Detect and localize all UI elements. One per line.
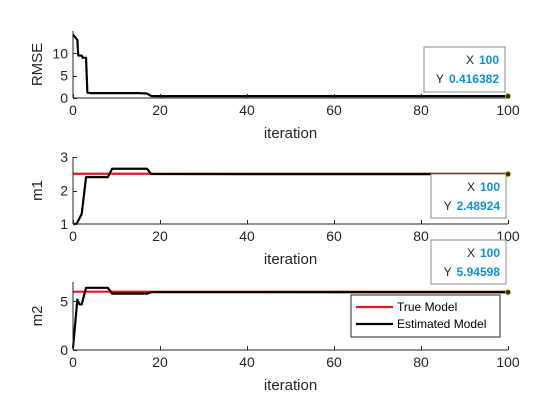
chart-2-x-tick-label: 60	[326, 228, 342, 244]
chart-2-x-tick-label: 20	[152, 228, 168, 244]
chart-2: 0 20 40 60 80 100 1 2 3 iteration m1 100 2.48924 X Y	[29, 149, 520, 268]
chart-1-datatip-y-value: 0.416382	[449, 72, 499, 86]
chart-1-y-tick-label: 10	[52, 45, 68, 61]
chart-3-x-tick-label: 100	[496, 354, 520, 370]
chart-2-datatip-x-key: X	[467, 180, 475, 194]
chart-3-x-tick-label: 20	[152, 354, 168, 370]
chart-3-datatip-box	[430, 239, 507, 285]
chart-2-datatip-y-key: Y	[444, 199, 452, 213]
chart-3-legend-label: Estimated Model	[397, 317, 486, 331]
chart-1-series-1-line	[72, 33, 509, 98]
chart-3-datatip-y-value: 5.94598	[457, 265, 501, 279]
chart-2-y-tick-label: 2	[60, 183, 68, 199]
chart-3-y-tick-label: 0	[60, 342, 68, 358]
chart-1-y-tick-label: 0	[60, 90, 68, 106]
chart-2-x-tick-label: 0	[69, 228, 77, 244]
chart-2-x-tick-label: 80	[413, 228, 429, 244]
chart-2-y-axis-label: m1	[29, 180, 46, 201]
chart-3: 0 20 40 60 80 100 0 5 iteration m2 100 5.94598 X Y Tru…	[29, 239, 520, 394]
chart-2-datatip-y-value: 2.48924	[457, 199, 501, 213]
chart-3-legend-box	[350, 294, 501, 338]
chart-1-x-tick-label: 100	[496, 102, 520, 118]
chart-2-datatip-x-value: 100	[480, 180, 500, 194]
chart-3-datatip-y-key: Y	[444, 265, 452, 279]
chart-3-legend: True Model Estimated Model	[350, 294, 501, 338]
chart-3-x-tick-label: 40	[239, 354, 255, 370]
chart-1-x-tick-label: 80	[413, 102, 429, 118]
chart-2-series-2-line	[73, 167, 509, 226]
chart-3-legend-label: True Model	[397, 300, 457, 314]
chart-1-y-axis-label: RMSE	[29, 43, 46, 86]
chart-3-datatip-x-value: 100	[480, 246, 500, 260]
chart-2-y-tick-label: 3	[60, 149, 68, 165]
chart-3-x-tick-label: 80	[413, 354, 429, 370]
chart-3-y-axis-label: m2	[29, 306, 46, 327]
chart-3-datatip-x-key: X	[467, 246, 475, 260]
chart-2-datatip-marker[interactable]	[504, 171, 511, 178]
chart-1-datatip-x-value: 100	[479, 53, 499, 67]
chart-2-y-tick-label: 1	[60, 216, 68, 232]
chart-1-datatip-marker[interactable]	[504, 93, 511, 100]
chart-1-x-tick-label: 60	[326, 102, 342, 118]
chart-3-datatip[interactable]: 100 5.94598 X Y	[430, 239, 507, 285]
chart-3-x-tick-label: 0	[69, 354, 77, 370]
chart-1-x-axis-label: iteration	[264, 125, 317, 142]
chart-1-datatip-box	[423, 46, 506, 93]
chart-1-x-tick-label: 20	[152, 102, 168, 118]
chart-2-x-axis-label: iteration	[264, 251, 317, 268]
chart-1-datatip-x-key: X	[466, 53, 474, 67]
chart-1-datatip-y-key: Y	[436, 72, 444, 86]
chart-3-datatip-marker[interactable]	[504, 289, 511, 296]
chart-3-x-axis-label: iteration	[264, 377, 317, 394]
chart-1-datatip[interactable]: 100 0.416382 X Y	[423, 46, 506, 93]
chart-3-y-tick-label: 5	[60, 293, 68, 309]
chart-2-datatip[interactable]: 100 2.48924 X Y	[430, 173, 507, 219]
chart-2-datatip-box	[430, 173, 507, 219]
chart-1-x-tick-label: 0	[69, 102, 77, 118]
chart-1-x-tick-label: 40	[239, 102, 255, 118]
chart-3-series-2-line	[71, 286, 509, 349]
chart-1-y-tick-label: 5	[60, 68, 68, 84]
chart-1: 0 20 40 60 80 100 0 5 10 iteration RMSE 100 0.416382…	[29, 31, 520, 142]
chart-2-x-tick-label: 40	[239, 228, 255, 244]
chart-3-x-tick-label: 60	[326, 354, 342, 370]
